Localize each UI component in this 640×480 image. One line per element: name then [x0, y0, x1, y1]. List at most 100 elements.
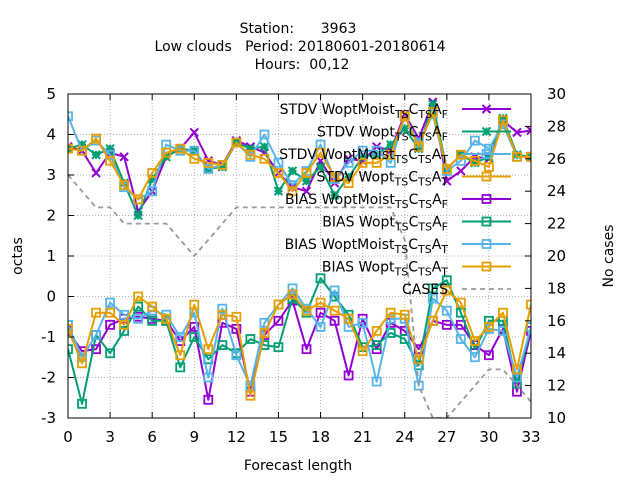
- series-7: [68, 285, 531, 401]
- legend-label-part: TS: [417, 266, 432, 279]
- legend-label-part: TS: [417, 108, 432, 121]
- legend-swatch-marker: [481, 126, 492, 137]
- legend-label-part: TS: [417, 221, 432, 234]
- y-tick-label: -1: [41, 328, 56, 346]
- series-8: [68, 174, 531, 418]
- data-point: [413, 354, 424, 365]
- x-tick-label: 0: [63, 428, 73, 446]
- data-point: [287, 166, 298, 176]
- data-point: [119, 319, 130, 330]
- y2-tick-label: 28: [547, 117, 566, 135]
- data-point: [77, 358, 87, 369]
- series-line: [68, 101, 531, 213]
- title-line-1: Station: 3963: [240, 21, 357, 37]
- data-point: [189, 153, 200, 164]
- data-point: [161, 147, 172, 158]
- x-tick-label: 33: [521, 428, 540, 446]
- legend-label-part: C: [408, 170, 418, 186]
- legend-label-part: TS: [417, 176, 432, 189]
- legend-label-base: STDV Wopt: [317, 170, 395, 186]
- data-point: [498, 115, 508, 126]
- data-point: [371, 145, 382, 156]
- data-point: [147, 186, 158, 197]
- marker-stroke: [189, 127, 199, 138]
- data-point: [456, 166, 466, 176]
- data-point: [105, 319, 115, 330]
- y2-tick-label: 24: [547, 182, 566, 200]
- data-point: [273, 315, 284, 326]
- y-tick-label: -3: [41, 409, 56, 427]
- legend-swatch-marker: [481, 149, 492, 159]
- data-point: [259, 328, 270, 338]
- data-point: [301, 186, 312, 196]
- legend-swatch-marker: [481, 104, 492, 114]
- data-point: [287, 289, 298, 300]
- legend-label-part: C: [409, 125, 419, 141]
- legend-label-base: BIAS WoptMoist: [285, 237, 395, 253]
- data-point: [413, 141, 424, 152]
- data-point: [343, 313, 354, 324]
- data-point: [343, 370, 354, 381]
- data-point: [329, 305, 340, 316]
- data-point: [231, 137, 242, 148]
- legend-swatch-marker: [481, 239, 492, 249]
- data-point: [371, 157, 382, 168]
- y2-tick-label: 20: [547, 247, 566, 265]
- data-point: [91, 133, 101, 144]
- x-tick-label: 12: [227, 428, 246, 446]
- legend-swatch-marker: [481, 216, 492, 227]
- data-point: [161, 313, 172, 324]
- data-point: [512, 364, 522, 375]
- y2-tick-label: 16: [547, 312, 566, 330]
- legend-label-part: C: [409, 102, 419, 118]
- legend-label-base: CASES: [402, 282, 448, 298]
- legend-label-part: C: [408, 237, 418, 253]
- data-point: [245, 334, 256, 344]
- data-point: [315, 297, 326, 308]
- data-point: [371, 326, 382, 336]
- data-point: [91, 307, 101, 318]
- legend-label-part: A: [432, 125, 442, 141]
- data-point: [231, 323, 242, 334]
- data-point: [105, 297, 115, 308]
- legend-label-part: TS: [417, 131, 432, 144]
- data-point: [441, 319, 452, 330]
- data-point: [105, 307, 115, 318]
- legend-label: BIAS WoptMoistTSCTSAT: [285, 237, 449, 256]
- legend-label-part: TS: [394, 221, 409, 234]
- data-point: [301, 305, 312, 316]
- y2-axis-label: No cases: [601, 225, 617, 288]
- legend-label-part: TS: [394, 176, 409, 189]
- legend-label-part: C: [408, 260, 418, 276]
- data-point: [442, 176, 452, 186]
- data-point: [343, 178, 354, 189]
- data-point: [427, 107, 438, 118]
- data-point: [526, 151, 531, 162]
- data-point: [119, 326, 130, 336]
- marker-stroke: [512, 127, 522, 138]
- data-point: [357, 157, 368, 168]
- data-point: [175, 332, 186, 342]
- data-point: [217, 309, 228, 320]
- data-point: [68, 344, 73, 355]
- legend-label: CASES: [402, 282, 448, 298]
- marker-stroke: [456, 166, 466, 176]
- legend-entry-3: STDV WoptTSCTSAT: [317, 170, 511, 189]
- legend-label-part: TS: [394, 108, 409, 121]
- legend-label-part: TS: [394, 198, 409, 211]
- data-point: [455, 155, 466, 166]
- legend-label: BIAS WoptMoistTSCTSAF: [285, 192, 448, 211]
- data-point: [329, 190, 340, 200]
- data-point: [105, 348, 115, 359]
- data-point: [315, 307, 326, 318]
- data-point: [329, 315, 340, 326]
- x-tick-label: 15: [269, 428, 288, 446]
- y2-tick-label: 26: [547, 150, 566, 168]
- legend-label-base: STDV Wopt: [317, 125, 395, 141]
- y-tick-label: 1: [46, 247, 56, 265]
- data-point: [245, 390, 256, 401]
- data-point: [259, 153, 270, 164]
- data-point: [287, 186, 298, 197]
- data-point: [203, 394, 214, 405]
- y2-tick-label: 12: [547, 377, 566, 395]
